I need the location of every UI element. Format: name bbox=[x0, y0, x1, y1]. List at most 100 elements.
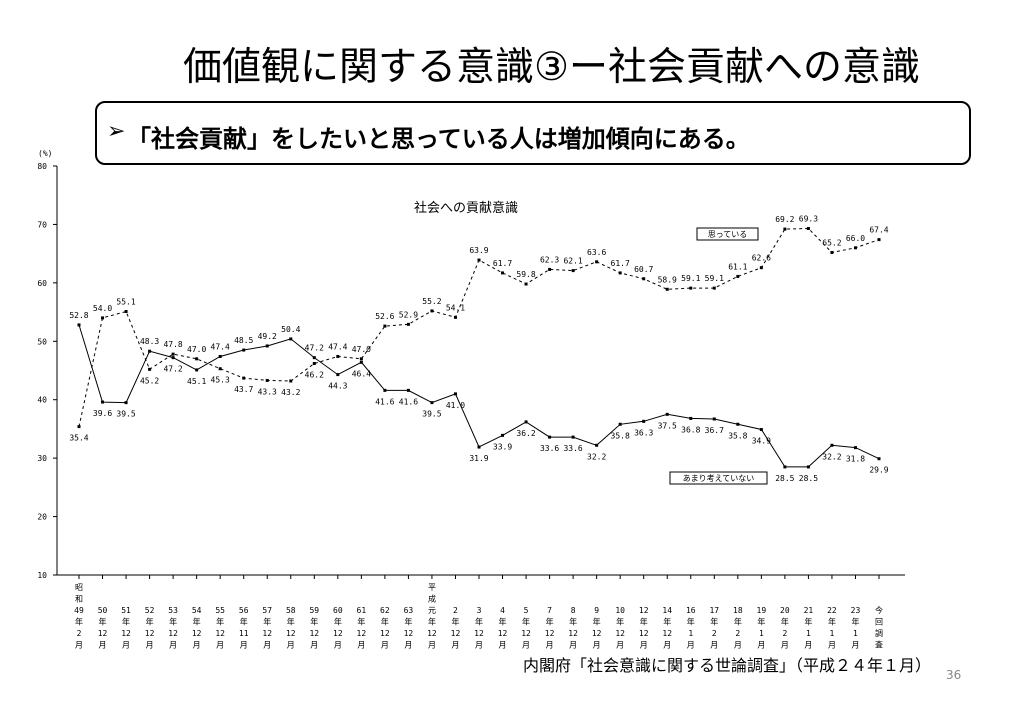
data-label: 46.4 bbox=[352, 369, 371, 378]
x-tick-label: 年 bbox=[428, 617, 436, 627]
data-point bbox=[218, 354, 222, 358]
x-tick-label: 22 bbox=[827, 606, 837, 615]
data-label: 47.2 bbox=[305, 344, 324, 353]
chart-axes bbox=[56, 166, 905, 576]
x-tick-label: 14 bbox=[662, 606, 672, 615]
data-point bbox=[665, 287, 669, 291]
data-label: 60.7 bbox=[634, 265, 653, 274]
data-point bbox=[853, 246, 857, 250]
data-point bbox=[736, 274, 740, 278]
x-tick-label: 調 bbox=[875, 628, 883, 638]
data-label: 55.1 bbox=[116, 297, 135, 306]
y-tick-label: 20 bbox=[37, 513, 47, 522]
x-tick-label: 月 bbox=[428, 641, 436, 650]
legend-label: 思っている bbox=[708, 230, 748, 239]
x-tick-label: 年 bbox=[710, 617, 718, 627]
x-tick-label: 12 bbox=[639, 629, 649, 638]
x-tick-label: 月 bbox=[828, 641, 836, 650]
data-point bbox=[359, 360, 363, 364]
data-point bbox=[877, 457, 881, 461]
x-tick-label: 51 bbox=[121, 606, 131, 615]
data-label: 39.6 bbox=[93, 409, 112, 418]
x-tick-label: 回 bbox=[875, 618, 883, 627]
data-point bbox=[218, 367, 222, 371]
data-label: 28.5 bbox=[775, 474, 794, 483]
bullet-arrow-icon: ➢ bbox=[107, 119, 126, 144]
data-point bbox=[571, 269, 575, 273]
x-tick-label: 12 bbox=[192, 629, 202, 638]
data-label: 31.8 bbox=[846, 455, 865, 464]
y-tick-label: 80 bbox=[37, 162, 47, 171]
x-tick-label: 4 bbox=[500, 606, 505, 615]
data-point bbox=[124, 401, 128, 405]
x-tick-label: 3 bbox=[477, 606, 482, 615]
x-tick-label: 年 bbox=[357, 617, 365, 627]
x-tick-label: 年 bbox=[757, 617, 765, 627]
data-label: 35.8 bbox=[611, 431, 630, 440]
x-tick-label: 12 bbox=[639, 606, 649, 615]
data-label: 33.6 bbox=[563, 444, 582, 453]
x-tick-label: 月 bbox=[593, 641, 601, 650]
data-point bbox=[312, 361, 316, 365]
data-point bbox=[712, 417, 716, 421]
data-label: 41.6 bbox=[399, 397, 418, 406]
data-label: 47.2 bbox=[163, 365, 182, 374]
x-tick-label: 12 bbox=[215, 629, 225, 638]
data-label: 62.1 bbox=[563, 257, 582, 266]
y-tick-label: 70 bbox=[37, 220, 47, 229]
x-tick-label: 月 bbox=[710, 641, 718, 650]
data-label: 49.2 bbox=[258, 332, 277, 341]
x-tick-label: 年 bbox=[263, 617, 271, 627]
x-tick-label: 月 bbox=[334, 641, 342, 650]
data-label: 61.7 bbox=[611, 259, 630, 268]
data-point bbox=[430, 309, 434, 313]
x-tick-label: 9 bbox=[594, 606, 599, 615]
x-tick-label: 月 bbox=[475, 641, 483, 650]
data-point bbox=[830, 443, 834, 447]
data-label: 43.3 bbox=[258, 387, 277, 396]
x-tick-label: 1 bbox=[830, 629, 835, 638]
x-tick-label: 21 bbox=[804, 606, 814, 615]
data-label: 34.9 bbox=[752, 437, 771, 446]
data-point bbox=[642, 419, 646, 423]
x-tick-label: 月 bbox=[381, 641, 389, 650]
data-point bbox=[806, 465, 810, 469]
data-label: 48.3 bbox=[140, 337, 159, 346]
x-tick-label: 和 bbox=[75, 595, 83, 604]
data-label: 41.6 bbox=[375, 397, 394, 406]
x-tick-labels: 昭和49年2月50年12月51年12月52年12月53年12月54年12月55年… bbox=[74, 575, 883, 650]
x-tick-label: 月 bbox=[522, 641, 530, 650]
data-point bbox=[642, 277, 646, 281]
data-label: 55.2 bbox=[422, 297, 441, 306]
data-point bbox=[289, 337, 293, 341]
legend-label: あまり考えていない bbox=[683, 474, 755, 483]
x-tick-label: 1 bbox=[688, 629, 693, 638]
x-tick-label: 年 bbox=[640, 617, 648, 627]
data-label: 43.2 bbox=[281, 388, 300, 397]
data-point bbox=[383, 388, 387, 392]
x-tick-label: 月 bbox=[687, 641, 695, 650]
x-tick-label: 12 bbox=[333, 629, 343, 638]
x-tick-label: 年 bbox=[99, 617, 107, 627]
x-tick-label: 20 bbox=[780, 606, 790, 615]
x-tick-label: 12 bbox=[568, 629, 578, 638]
data-label: 45.1 bbox=[187, 377, 206, 386]
x-tick-label: 月 bbox=[734, 641, 742, 650]
x-tick-label: 年 bbox=[216, 617, 224, 627]
x-tick-label: 月 bbox=[240, 641, 248, 650]
data-point bbox=[783, 227, 787, 231]
data-point bbox=[548, 267, 552, 271]
data-point bbox=[406, 388, 410, 392]
x-tick-label: 10 bbox=[615, 606, 625, 615]
data-point bbox=[265, 344, 269, 348]
callout-text: 「社会貢献」をしたいと思っている人は増加傾向にある。 bbox=[127, 125, 750, 153]
data-point bbox=[759, 266, 763, 270]
x-tick-label: 52 bbox=[145, 606, 155, 615]
x-tick-label: 元 bbox=[428, 606, 436, 615]
x-tick-label: 7 bbox=[547, 606, 552, 615]
data-point bbox=[359, 357, 363, 361]
data-label: 45.3 bbox=[211, 376, 230, 385]
y-tick-label: 10 bbox=[37, 571, 47, 580]
chart-title: 社会への貢献意識 bbox=[414, 200, 518, 216]
x-tick-label: 2 bbox=[735, 629, 740, 638]
